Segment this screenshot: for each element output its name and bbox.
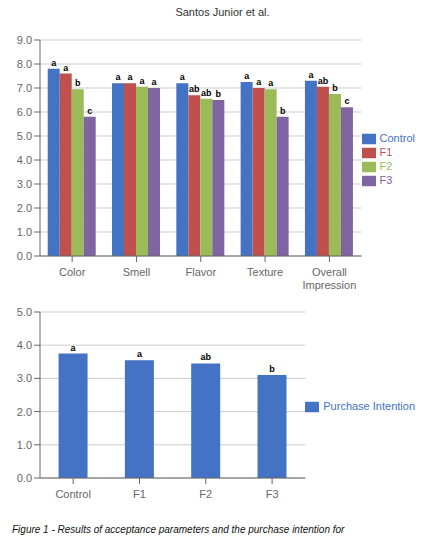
svg-text:Color: Color: [59, 266, 86, 278]
html-text:Santos Junior et al.: Santos Junior et al.: [175, 6, 270, 18]
svg-text:0.0: 0.0: [17, 250, 32, 262]
svg-text:ab: ab: [189, 84, 200, 94]
svg-text:7.0: 7.0: [17, 82, 32, 94]
svg-text:c: c: [344, 96, 349, 106]
svg-text:a: a: [308, 70, 314, 80]
html-text:Purchase Intention: Purchase Intention: [323, 400, 415, 412]
svg-text:3.0: 3.0: [17, 372, 32, 384]
svg-text:b: b: [269, 364, 275, 374]
svg-text:b: b: [75, 78, 81, 88]
html-text:F3: F3: [379, 174, 393, 187]
svg-text:Flavor: Flavor: [185, 266, 216, 278]
svg-text:a: a: [152, 77, 158, 87]
svg-text:F2: F2: [199, 488, 212, 500]
svg-text:F1: F1: [133, 488, 146, 500]
svg-text:2.0: 2.0: [17, 406, 32, 418]
svg-text:a: a: [128, 72, 134, 82]
html-text:Figure 1 - Results of acceptan: Figure 1 - Results of acceptance paramet…: [12, 524, 345, 535]
svg-text:b: b: [332, 83, 338, 93]
svg-text:a: a: [51, 58, 57, 68]
html-text:F1: F1: [379, 145, 393, 158]
svg-text:6.0: 6.0: [17, 106, 32, 118]
svg-text:a: a: [140, 76, 146, 86]
svg-text:a: a: [268, 78, 274, 88]
svg-text:OverallImpression: OverallImpression: [302, 266, 356, 291]
svg-text:5.0: 5.0: [17, 306, 32, 318]
svg-text:a: a: [180, 72, 186, 82]
svg-text:ab: ab: [318, 76, 329, 86]
svg-text:Control: Control: [55, 488, 90, 500]
svg-text:9.0: 9.0: [17, 34, 32, 46]
svg-text:4.0: 4.0: [17, 339, 32, 351]
svg-text:b: b: [280, 106, 286, 116]
svg-text:b: b: [216, 89, 222, 99]
svg-text:3.0: 3.0: [17, 178, 32, 190]
svg-text:1.0: 1.0: [17, 439, 32, 451]
svg-text:F3: F3: [266, 488, 279, 500]
svg-text:a: a: [63, 63, 69, 73]
svg-text:5.0: 5.0: [17, 130, 32, 142]
svg-text:ab: ab: [201, 88, 212, 98]
svg-text:c: c: [87, 106, 92, 116]
html-text:F2: F2: [379, 160, 393, 172]
svg-text:a: a: [71, 343, 77, 353]
svg-text:ab: ab: [200, 352, 211, 362]
svg-text:a: a: [244, 71, 250, 81]
svg-text:2.0: 2.0: [17, 202, 32, 214]
svg-text:4.0: 4.0: [17, 154, 32, 166]
svg-text:8.0: 8.0: [17, 58, 32, 70]
html-text:Control: Control: [379, 131, 415, 144]
svg-text:0.0: 0.0: [17, 472, 32, 484]
svg-text:a: a: [256, 77, 262, 87]
svg-text:a: a: [137, 349, 143, 359]
svg-text:a: a: [116, 72, 122, 82]
svg-text:Smell: Smell: [123, 266, 151, 278]
svg-text:Texture: Texture: [247, 266, 283, 278]
svg-text:1.0: 1.0: [17, 226, 32, 238]
